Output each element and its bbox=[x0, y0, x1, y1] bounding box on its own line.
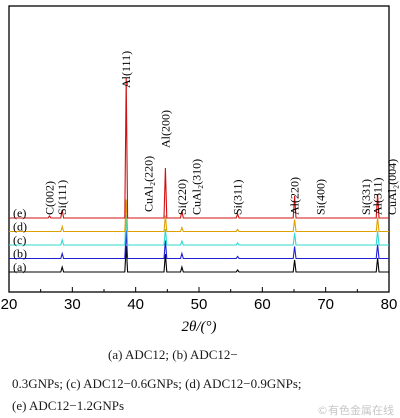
series-label: (b) bbox=[13, 247, 27, 261]
x-tick-label: 40 bbox=[127, 296, 144, 313]
caption-line-2: 0.3GNPs; (c) ADC12−0.6GNPs; (d) ADC12−0.… bbox=[12, 376, 302, 391]
series-label: (d) bbox=[13, 220, 27, 234]
peak-annotation: Al(111) bbox=[119, 51, 133, 88]
series-label: (a) bbox=[13, 260, 26, 274]
peak-annotation: Si(331) bbox=[359, 179, 373, 215]
peak-annotation: C(002) bbox=[43, 181, 57, 215]
peak-annotation: Al(311) bbox=[371, 177, 385, 215]
series-line bbox=[9, 199, 389, 233]
x-tick-label: 20 bbox=[1, 296, 18, 313]
series-label: (e) bbox=[13, 206, 26, 220]
series-line bbox=[9, 77, 389, 219]
x-tick-label: 30 bbox=[64, 296, 81, 313]
x-tick-label: 80 bbox=[381, 296, 398, 313]
xrd-chart: 20 30 40 50 60 70 80 2θ/(°) (a)(b)(c)(d)(e) C(002… bbox=[1, 5, 399, 335]
x-tick-label: 60 bbox=[254, 296, 271, 313]
peak-annotation: CuAl₂(004) bbox=[385, 159, 399, 215]
peak-annotation: Si(111) bbox=[55, 180, 69, 215]
peak-annotation: Al(220) bbox=[288, 177, 302, 215]
x-axis-label: 2θ/(°) bbox=[181, 319, 216, 335]
plot-frame bbox=[8, 5, 390, 293]
peak-annotation: Si(220) bbox=[175, 179, 189, 215]
caption-line-1: (a) ADC12; (b) ADC12− bbox=[108, 347, 238, 362]
peak-annotation: Si(400) bbox=[314, 179, 328, 215]
series-line bbox=[9, 230, 389, 260]
series-line bbox=[9, 245, 389, 273]
peak-annotation: CuAl₂(310) bbox=[189, 159, 203, 215]
series-line bbox=[9, 214, 389, 246]
watermark: ©有色金属在线 bbox=[317, 404, 394, 417]
x-tick-label: 50 bbox=[191, 296, 208, 313]
caption-line-3: (e) ADC12−1.2GNPs bbox=[12, 398, 125, 413]
peak-annotation: CuAl₂(220) bbox=[141, 156, 155, 212]
series-label: (c) bbox=[13, 233, 26, 247]
peak-annotation: Al(200) bbox=[158, 110, 172, 148]
x-tick-label: 70 bbox=[317, 296, 334, 313]
peak-annotation: Si(311) bbox=[231, 179, 245, 215]
